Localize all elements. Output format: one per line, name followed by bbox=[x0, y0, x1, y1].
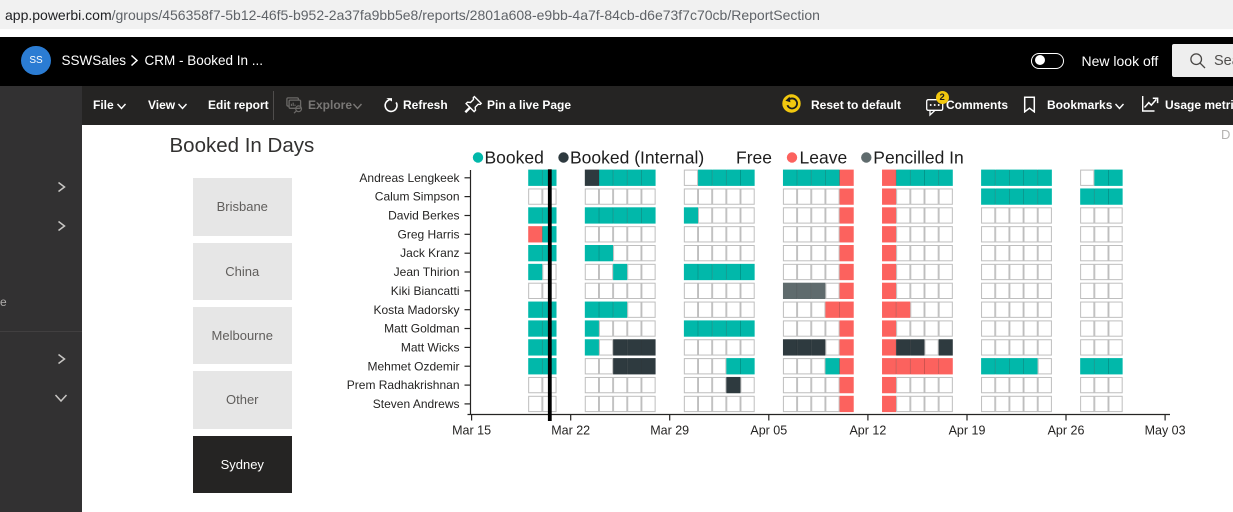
svg-text:Kiki Biancatti: Kiki Biancatti bbox=[391, 284, 460, 298]
svg-text:Apr 05: Apr 05 bbox=[750, 424, 787, 438]
svg-text:Calum Simpson: Calum Simpson bbox=[375, 190, 460, 204]
svg-text:Free: Free bbox=[736, 148, 772, 168]
svg-text:Matt Goldman: Matt Goldman bbox=[384, 322, 459, 336]
svg-text:Mar 15: Mar 15 bbox=[452, 424, 491, 438]
svg-text:Kosta Madorsky: Kosta Madorsky bbox=[373, 303, 459, 317]
svg-text:Matt Wicks: Matt Wicks bbox=[401, 341, 460, 355]
svg-text:Pencilled In: Pencilled In bbox=[873, 148, 963, 168]
svg-text:Prem Radhakrishnan: Prem Radhakrishnan bbox=[347, 378, 460, 392]
svg-text:Leave: Leave bbox=[800, 148, 848, 168]
svg-text:David Berkes: David Berkes bbox=[388, 209, 459, 223]
svg-text:Greg Harris: Greg Harris bbox=[397, 227, 459, 241]
svg-text:Booked: Booked bbox=[485, 148, 544, 168]
svg-text:Apr 19: Apr 19 bbox=[949, 424, 986, 438]
svg-text:Jean Thirion: Jean Thirion bbox=[394, 265, 460, 279]
svg-text:Mar 22: Mar 22 bbox=[551, 424, 590, 438]
svg-text:Jack Kranz: Jack Kranz bbox=[400, 246, 459, 260]
svg-text:Apr 12: Apr 12 bbox=[849, 424, 886, 438]
svg-text:Apr 26: Apr 26 bbox=[1048, 424, 1085, 438]
svg-text:Booked (Internal): Booked (Internal) bbox=[570, 148, 704, 168]
svg-text:Mar 29: Mar 29 bbox=[650, 424, 689, 438]
svg-text:Mehmet Ozdemir: Mehmet Ozdemir bbox=[367, 359, 459, 373]
svg-text:May 03: May 03 bbox=[1145, 424, 1186, 438]
svg-text:Steven Andrews: Steven Andrews bbox=[373, 397, 460, 411]
svg-text:Andreas Lengkeek: Andreas Lengkeek bbox=[359, 171, 460, 185]
